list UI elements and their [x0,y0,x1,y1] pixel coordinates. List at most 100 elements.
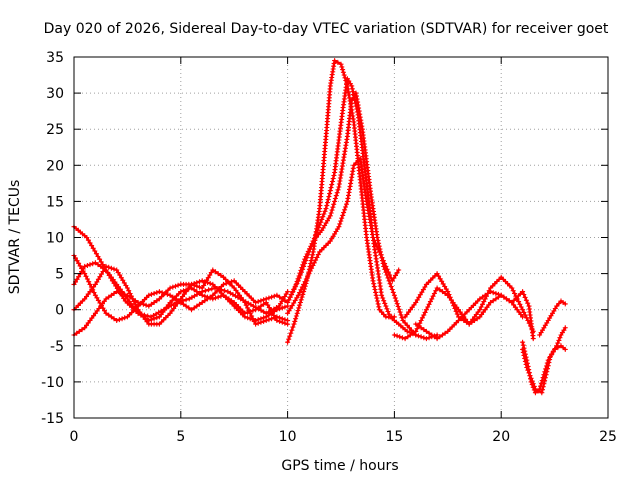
data-point-marker [393,298,399,304]
data-point-marker [167,285,173,291]
data-point-marker [288,330,294,336]
data-point-marker [89,243,95,249]
y-tick-label: 20 [46,158,64,174]
data-point-marker [308,243,314,249]
data-point-marker [215,271,221,277]
data-point-marker [391,292,397,298]
data-point-marker [541,381,547,387]
data-point-marker [84,235,90,240]
data-point-marker [268,307,274,313]
data-point-marker [496,291,501,297]
data-point-marker [242,314,248,320]
data-point-marker [253,307,259,313]
data-point-marker [76,328,82,334]
data-point-marker [302,256,308,262]
y-axis-label: SDTVAR / TECUs [7,180,23,295]
data-point-marker [454,311,460,317]
data-point-marker [452,306,458,311]
data-point-marker [148,291,154,297]
x-axis-label: GPS time / hours [281,458,398,474]
data-point-marker [102,308,107,314]
data-point-marker [83,273,89,279]
data-point-marker [397,309,403,315]
data-point-marker [375,246,381,252]
y-tick-label: 0 [55,303,64,319]
data-point-marker [266,317,272,323]
data-point-marker [329,182,335,188]
data-point-marker [540,387,545,393]
data-point-marker [178,289,184,295]
series-track-6 [285,58,397,345]
data-point-marker [520,289,526,295]
data-point-marker [423,307,429,313]
data-point-marker [290,324,296,330]
data-point-marker [146,292,152,298]
data-point-marker [370,235,376,240]
data-point-marker [562,346,568,352]
data-point-marker [194,303,200,309]
data-point-marker [425,304,431,310]
data-point-marker [325,197,331,203]
data-point-marker [202,288,208,294]
data-point-marker [420,287,426,293]
data-point-marker [410,330,416,336]
data-point-marker [399,335,405,341]
data-point-marker [477,307,483,313]
data-point-marker [189,307,194,313]
data-point-marker [305,248,311,254]
data-point-marker [516,299,522,305]
data-point-marker [243,302,249,308]
data-point-marker [298,267,304,273]
data-point-marker [95,262,101,268]
data-point-marker [526,370,532,376]
data-point-marker [518,304,524,310]
data-point-marker [111,266,117,272]
data-point-marker [333,193,339,199]
data-point-marker [472,318,477,323]
data-point-marker [407,332,413,338]
data-point-marker [501,294,507,300]
data-point-marker [87,281,93,287]
data-point-marker [111,291,117,296]
data-point-marker [421,335,427,341]
data-point-marker [431,334,437,340]
data-point-marker [481,299,487,305]
data-point-marker [383,303,389,309]
data-point-marker [327,188,333,194]
data-point-marker [440,289,445,295]
data-point-marker [509,285,515,291]
data-point-marker [92,248,98,254]
data-point-marker [197,284,202,290]
data-point-marker [545,363,551,369]
data-point-marker [383,263,389,269]
data-point-marker [205,275,211,281]
data-point-marker [419,315,425,321]
data-point-marker [445,289,451,295]
data-point-marker [415,323,421,329]
data-point-marker [529,378,535,384]
data-point-marker [143,302,149,308]
data-point-marker [84,263,90,268]
data-point-marker [145,313,151,319]
data-point-marker [291,300,297,306]
data-point-marker [210,296,216,302]
data-point-marker [413,321,419,327]
x-tick-label: 15 [385,429,403,445]
data-point-marker [309,265,315,271]
data-point-marker [191,305,197,311]
data-point-marker [469,319,475,325]
data-point-marker [402,336,408,342]
data-point-marker [380,295,386,301]
data-point-marker [371,284,377,290]
data-point-marker [202,298,208,304]
data-point-marker [374,243,380,249]
data-point-marker [186,305,192,311]
data-point-marker [522,294,528,300]
data-point-marker [434,336,440,342]
data-point-marker [520,349,526,355]
data-point-marker [269,294,275,300]
data-point-marker [121,280,127,286]
data-point-marker [318,219,324,225]
data-point-marker [419,289,425,295]
